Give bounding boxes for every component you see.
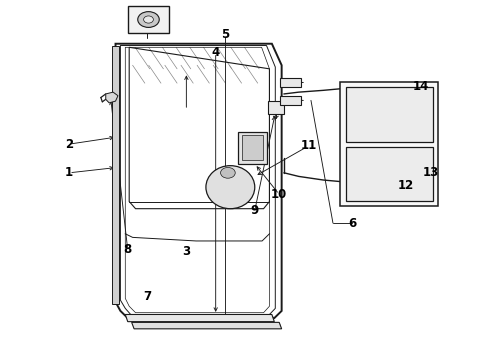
Text: 3: 3 [182,245,191,258]
Polygon shape [238,132,267,164]
FancyBboxPatch shape [346,87,433,141]
Text: 7: 7 [143,290,151,303]
Polygon shape [125,315,274,321]
FancyBboxPatch shape [346,147,433,201]
Text: 13: 13 [422,166,439,179]
Polygon shape [269,101,284,114]
Polygon shape [132,322,282,329]
Text: 4: 4 [212,46,220,59]
Text: 8: 8 [123,243,132,256]
Polygon shape [106,92,118,103]
Polygon shape [242,135,263,160]
Polygon shape [112,45,119,304]
Circle shape [144,16,153,23]
Text: 1: 1 [65,166,73,179]
Text: 14: 14 [413,80,429,93]
Text: 9: 9 [251,204,259,217]
Ellipse shape [206,166,255,209]
FancyBboxPatch shape [340,82,439,206]
FancyBboxPatch shape [128,6,169,33]
Circle shape [220,167,235,178]
Polygon shape [280,78,301,87]
Text: 10: 10 [271,188,287,201]
Text: 5: 5 [221,28,230,41]
Text: 12: 12 [398,179,415,192]
Text: 2: 2 [65,138,73,150]
Circle shape [138,12,159,27]
Polygon shape [280,96,301,105]
Text: 6: 6 [348,216,357,230]
Text: 11: 11 [300,139,317,152]
